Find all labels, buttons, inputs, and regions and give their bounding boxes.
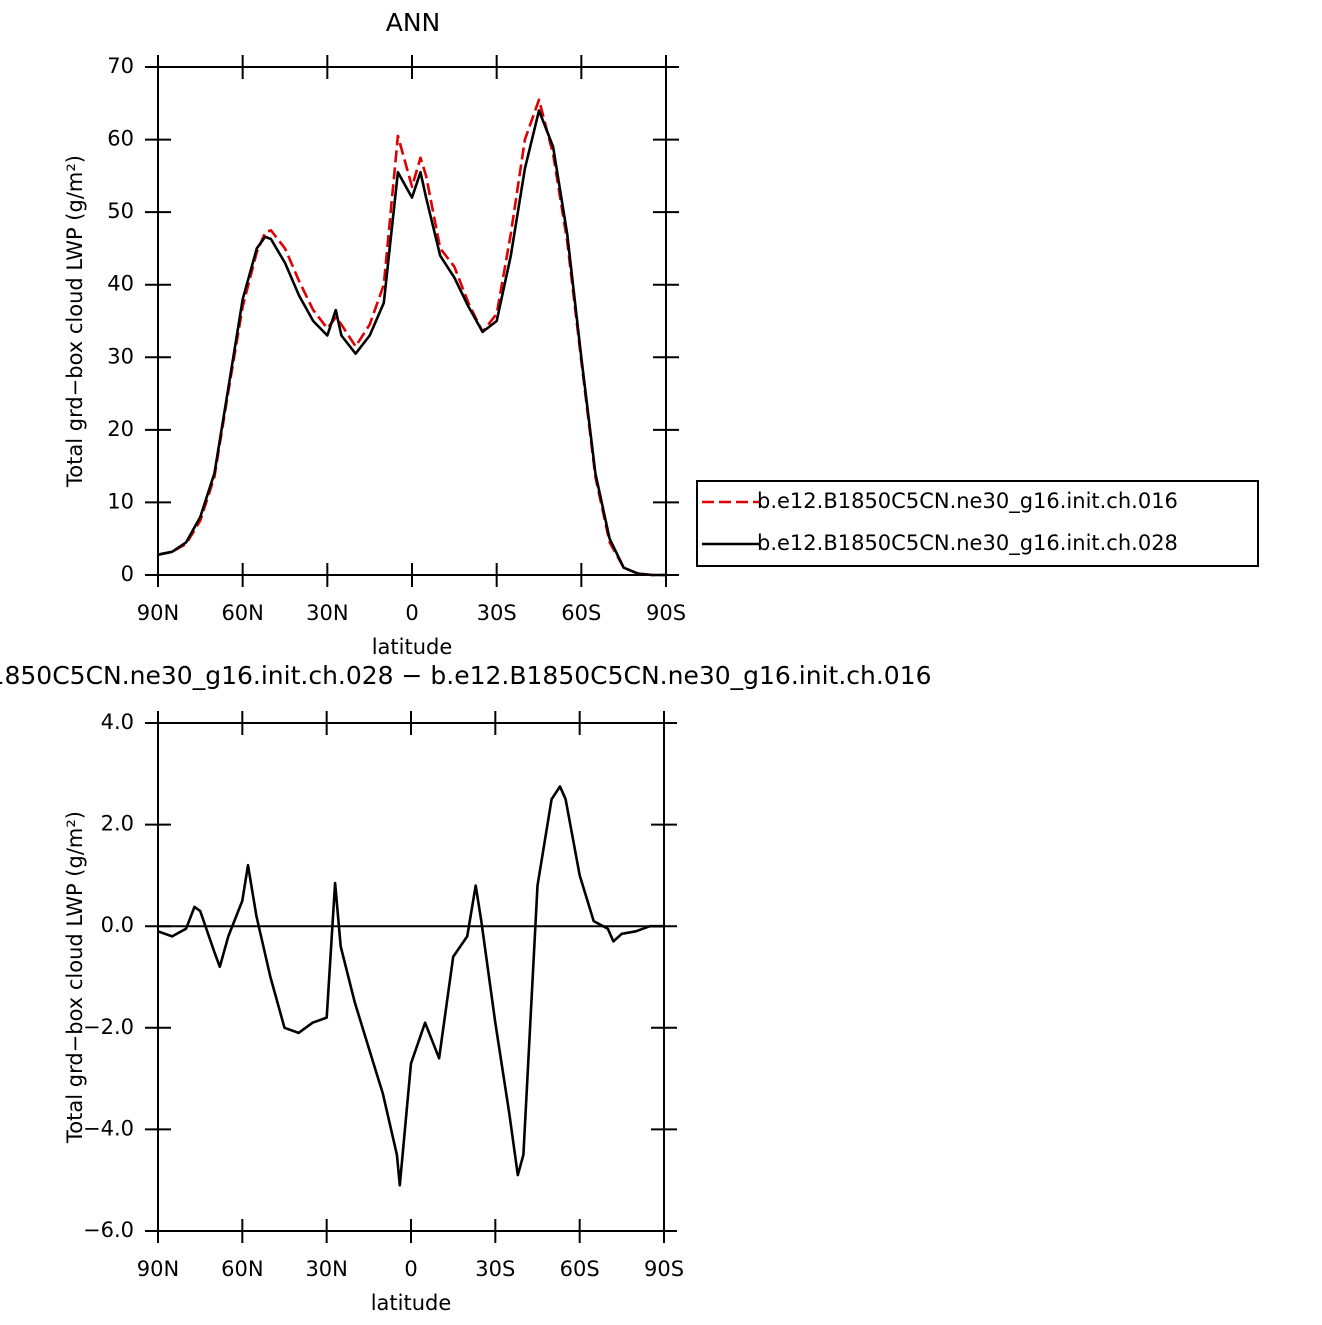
x-tick-label: 90S [644, 1257, 684, 1281]
y-tick-label: 30 [107, 344, 134, 368]
y-tick-label: 60 [107, 127, 134, 151]
y-tick-label: 50 [107, 199, 134, 223]
x-axis-label: latitude [371, 1291, 452, 1315]
plot-frame [157, 722, 665, 1232]
x-tick-label: 60S [561, 601, 601, 625]
legend-box [696, 480, 1259, 567]
y-tick-label: −2.0 [83, 1015, 134, 1039]
y-tick-label: −6.0 [83, 1218, 134, 1242]
y-tick-label: −4.0 [83, 1116, 134, 1140]
x-tick-label: 30S [475, 1257, 515, 1281]
y-tick-label: 4.0 [101, 710, 134, 734]
x-tick-label: 90S [646, 601, 686, 625]
y-tick-label: 0.0 [101, 913, 134, 937]
x-tick-label: 0 [405, 601, 418, 625]
x-tick-label: 60N [221, 1257, 263, 1281]
y-tick-label: 10 [107, 489, 134, 513]
y-axis-label: Total grd−box cloud LWP (g/m²) [63, 155, 87, 488]
y-tick-label: 0 [121, 562, 134, 586]
y-axis-label: Total grd−box cloud LWP (g/m²) [63, 811, 87, 1144]
x-tick-label: 60N [221, 601, 263, 625]
data-line [157, 785, 664, 1187]
x-tick-label: 90N [137, 1257, 179, 1281]
x-tick-label: 60S [560, 1257, 600, 1281]
chart-title: ANN [386, 8, 441, 37]
x-tick-label: 30S [477, 601, 517, 625]
y-tick-label: 70 [107, 54, 134, 78]
x-tick-label: 0 [404, 1257, 417, 1281]
data-line [157, 109, 666, 577]
y-tick-label: 40 [107, 272, 134, 296]
x-axis-label: latitude [372, 635, 453, 659]
x-tick-label: 90N [137, 601, 179, 625]
data-line [157, 98, 666, 577]
y-tick-label: 20 [107, 417, 134, 441]
y-tick-label: 2.0 [101, 812, 134, 836]
x-tick-label: 30N [306, 601, 348, 625]
x-tick-label: 30N [305, 1257, 347, 1281]
legend-label: b.e12.B1850C5CN.ne30_g16.init.ch.028 [757, 531, 1178, 556]
legend-label: b.e12.B1850C5CN.ne30_g16.init.ch.016 [757, 489, 1178, 514]
plot-frame [157, 66, 667, 576]
chart-title: b.e12.B1850C5CN.ne30_g16.init.ch.028 − b… [0, 661, 932, 690]
